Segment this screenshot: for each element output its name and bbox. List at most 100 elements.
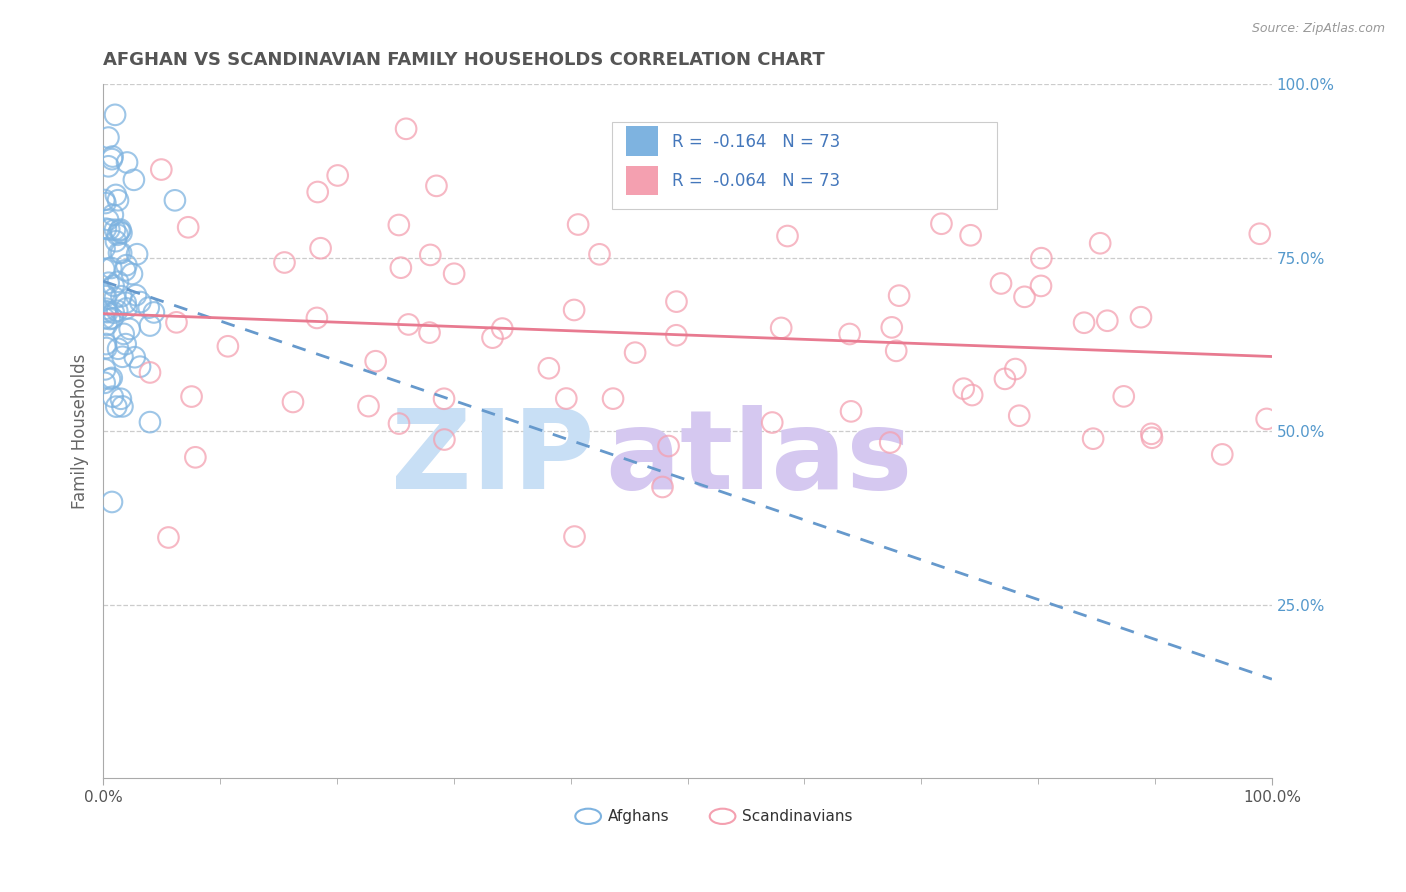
Point xyxy=(93,241,115,255)
Point xyxy=(1088,236,1111,251)
Text: AFGHAN VS SCANDINAVIAN FAMILY HOUSEHOLDS CORRELATION CHART: AFGHAN VS SCANDINAVIAN FAMILY HOUSEHOLDS… xyxy=(103,51,825,69)
Point xyxy=(110,226,132,240)
Point xyxy=(398,318,420,332)
Point xyxy=(111,400,134,414)
Point xyxy=(98,312,121,326)
Point xyxy=(567,218,589,232)
Point xyxy=(101,152,124,166)
FancyBboxPatch shape xyxy=(612,122,997,209)
Point xyxy=(309,241,332,255)
Point xyxy=(105,400,128,414)
Point xyxy=(1008,409,1031,423)
Point xyxy=(105,303,128,318)
Point xyxy=(990,277,1012,291)
Point xyxy=(94,289,117,303)
Point xyxy=(115,155,138,169)
Point xyxy=(1140,431,1163,445)
Point xyxy=(94,304,117,318)
Point xyxy=(142,305,165,319)
Point xyxy=(665,328,688,343)
Point xyxy=(93,376,115,390)
Point xyxy=(94,337,117,351)
Point xyxy=(139,366,162,380)
Point xyxy=(326,169,349,183)
Point xyxy=(93,287,115,301)
Point xyxy=(110,289,132,303)
Point xyxy=(114,337,136,351)
Point xyxy=(98,222,121,236)
Point xyxy=(101,390,124,404)
Point xyxy=(114,295,136,310)
Point xyxy=(1004,362,1026,376)
Point xyxy=(108,224,131,238)
Point xyxy=(1256,412,1278,426)
Point xyxy=(1249,227,1271,241)
Point xyxy=(645,186,668,200)
Point xyxy=(121,267,143,281)
Point xyxy=(419,248,441,262)
Point xyxy=(389,260,412,275)
Point xyxy=(357,399,380,413)
Point xyxy=(931,217,953,231)
Point xyxy=(838,326,860,341)
Point xyxy=(163,194,186,208)
Point xyxy=(129,295,152,310)
Point xyxy=(93,311,115,326)
Point xyxy=(433,392,456,406)
Point xyxy=(97,276,120,290)
Point xyxy=(180,390,202,404)
Point xyxy=(564,530,586,544)
Point xyxy=(273,255,295,269)
Point xyxy=(555,392,578,406)
Point xyxy=(150,162,173,177)
Point xyxy=(395,121,418,136)
Point xyxy=(94,362,117,376)
Point xyxy=(104,291,127,305)
Point xyxy=(94,221,117,235)
Point xyxy=(491,321,513,335)
Point xyxy=(887,288,910,302)
Point xyxy=(770,321,793,335)
Point xyxy=(111,350,134,364)
Point xyxy=(994,372,1017,386)
Point xyxy=(124,350,146,364)
Point xyxy=(177,220,200,235)
Point xyxy=(101,311,124,326)
Point xyxy=(107,227,129,242)
Text: Scandinavians: Scandinavians xyxy=(742,809,853,824)
Point xyxy=(433,433,456,447)
Point xyxy=(139,318,162,333)
Point xyxy=(110,222,132,236)
Point xyxy=(418,326,440,340)
Point xyxy=(1029,279,1052,293)
Point xyxy=(104,223,127,237)
Point xyxy=(657,439,679,453)
Point xyxy=(624,345,647,359)
Point xyxy=(960,388,983,402)
Point xyxy=(562,303,585,318)
Point xyxy=(884,343,907,358)
Point xyxy=(100,260,122,275)
Point xyxy=(125,288,148,302)
Text: R =  -0.064   N = 73: R = -0.064 N = 73 xyxy=(672,172,841,190)
Point xyxy=(93,262,115,277)
Point xyxy=(115,258,138,272)
Point xyxy=(959,228,981,243)
Point xyxy=(104,108,127,122)
Point xyxy=(1014,290,1036,304)
Point xyxy=(96,318,118,332)
Point xyxy=(129,359,152,374)
Point xyxy=(108,246,131,260)
Text: Source: ZipAtlas.com: Source: ZipAtlas.com xyxy=(1251,22,1385,36)
Point xyxy=(139,415,162,429)
Bar xyxy=(626,127,658,155)
Point xyxy=(94,301,117,316)
Text: atlas: atlas xyxy=(606,405,912,512)
Point xyxy=(1031,251,1053,265)
Point xyxy=(107,275,129,289)
Point xyxy=(588,247,610,261)
Point xyxy=(1097,314,1119,328)
Point xyxy=(761,416,783,430)
Point xyxy=(101,208,124,222)
Point xyxy=(98,372,121,386)
